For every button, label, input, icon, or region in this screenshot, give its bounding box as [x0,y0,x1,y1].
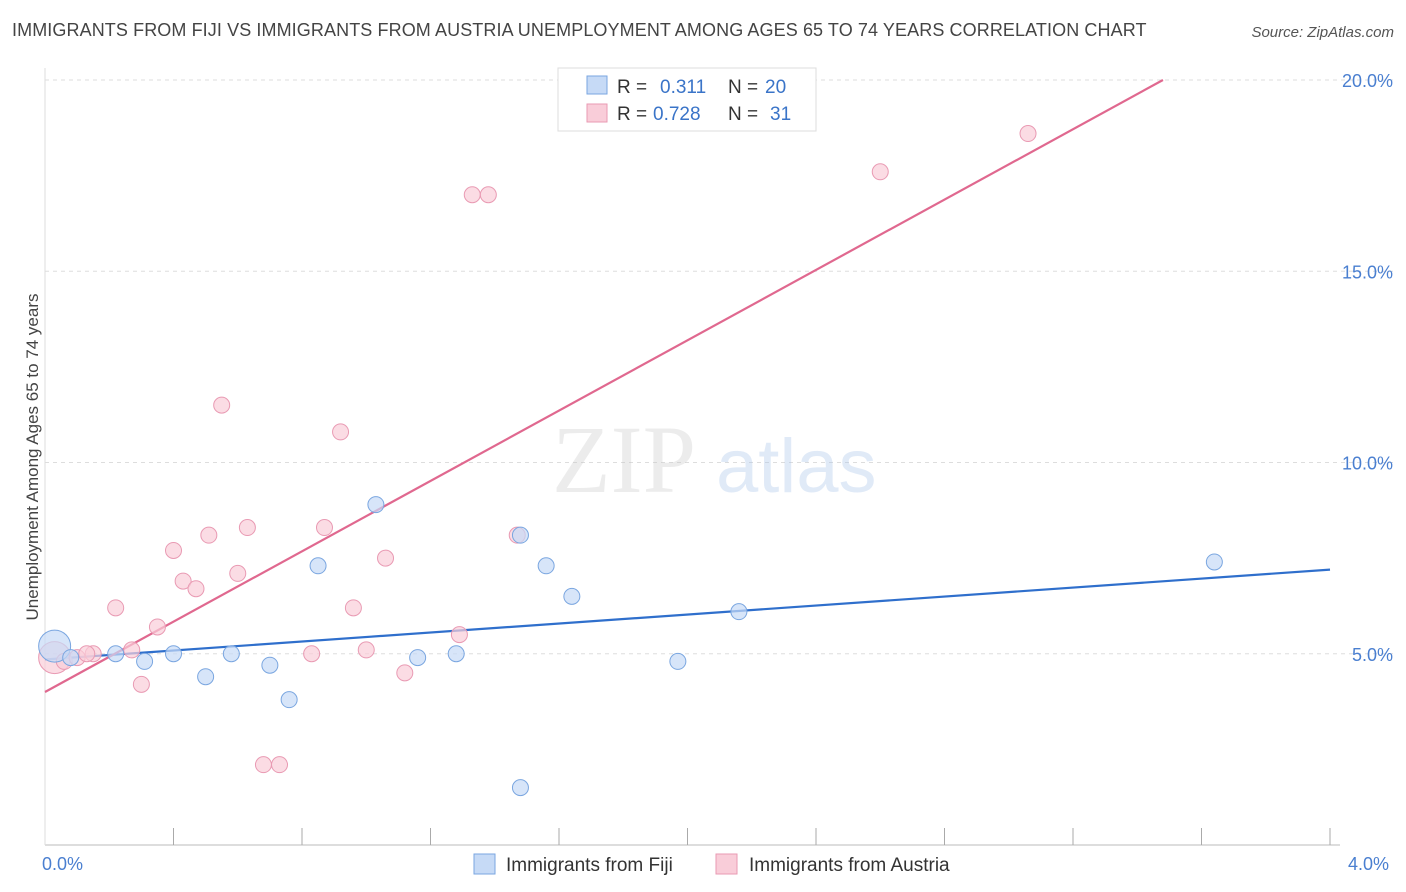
x-ticks [173,828,1331,845]
y-tick-label-1: 10.0% [1342,454,1393,474]
fiji-series-swatch [473,853,496,875]
watermark-zip: ZIP [552,406,696,513]
austria-r-label: R = [617,104,647,125]
fiji-n-label: N = [728,77,758,98]
austria-point-14 [238,519,256,537]
austria-point-18 [315,519,333,537]
grid [45,79,1395,655]
fiji-point-11 [447,645,465,663]
fiji-point-13 [511,526,529,544]
austria-point-9 [174,572,192,590]
fiji-series-label: Immigrants from Fiji [506,855,673,876]
austria-point-10 [187,580,205,598]
fiji-r-label: R = [617,77,647,98]
fiji-legend-swatch [586,75,608,95]
austria-point-5 [123,641,141,659]
austria-point-22 [377,549,395,567]
fiji-point-16 [669,652,687,670]
x-tick-label-max: 4.0% [1348,854,1389,874]
austria-n-value: 31 [770,104,791,125]
fiji-r-value: 0.311 [660,77,706,98]
fiji-point-4 [197,668,215,686]
austria-point-23 [396,664,414,682]
austria-points [38,125,1037,774]
fiji-point-7 [280,691,298,709]
fiji-point-9 [367,496,385,514]
austria-point-4 [107,599,125,617]
fiji-point-8 [309,557,327,575]
austria-point-25 [463,186,481,204]
fiji-n-value: 20 [765,77,786,98]
y-tick-label-3: 20.0% [1342,71,1393,91]
x-tick-label-min: 0.0% [42,854,83,874]
austria-point-30 [78,645,96,663]
austria-point-19 [332,423,350,441]
austria-point-20 [344,599,362,617]
austria-series-swatch [715,853,738,875]
austria-point-28 [871,163,889,181]
fiji-point-19 [62,649,80,667]
source-label: Source: ZipAtlas.com [1251,24,1394,41]
fiji-points [38,496,1223,797]
austria-point-6 [132,675,150,693]
fiji-point-1 [107,645,125,663]
watermark: ZIP atlas [552,406,877,513]
fiji-point-2 [136,652,154,670]
y-tick-labels: 5.0% 10.0% 15.0% 20.0% [1342,71,1393,665]
stats-legend: R = 0.311 N = 20 R = 0.728 N = 31 [557,67,817,132]
y-axis-title: Unemployment Among Ages 65 to 74 years [23,294,42,621]
trend-lines [44,79,1331,693]
austria-point-26 [479,186,497,204]
y-tick-label-2: 15.0% [1342,262,1393,282]
austria-point-16 [271,756,289,774]
axes [44,68,1340,846]
austria-point-17 [303,645,321,663]
y-tick-label-0: 5.0% [1352,645,1393,665]
austria-n-label: N = [728,104,758,125]
fiji-point-18 [1205,553,1223,571]
austria-legend-swatch [586,103,608,123]
fiji-point-17 [730,603,748,621]
fiji-point-0 [38,629,72,663]
watermark-atlas: atlas [716,424,877,509]
austria-point-29 [1019,125,1037,143]
fiji-point-5 [222,645,240,663]
austria-point-24 [450,626,468,644]
austria-series-label: Immigrants from Austria [749,855,950,876]
fiji-point-12 [511,779,529,797]
austria-point-11 [200,526,218,544]
series-legend: Immigrants from Fiji Immigrants from Aus… [473,853,950,876]
fiji-point-6 [261,656,279,674]
austria-point-8 [165,541,182,559]
austria-point-13 [229,564,247,582]
austria-point-12 [213,396,231,414]
austria-trend-line [44,79,1164,693]
fiji-point-15 [563,587,581,605]
austria-point-7 [148,618,166,636]
austria-r-value: 0.728 [653,104,701,125]
austria-point-21 [357,641,375,659]
fiji-point-14 [537,557,555,575]
fiji-trend-line [44,568,1331,661]
fiji-point-3 [165,645,182,663]
page-title: IMMIGRANTS FROM FIJI VS IMMIGRANTS FROM … [12,20,1147,40]
austria-point-15 [254,756,272,774]
fiji-point-10 [409,649,427,667]
